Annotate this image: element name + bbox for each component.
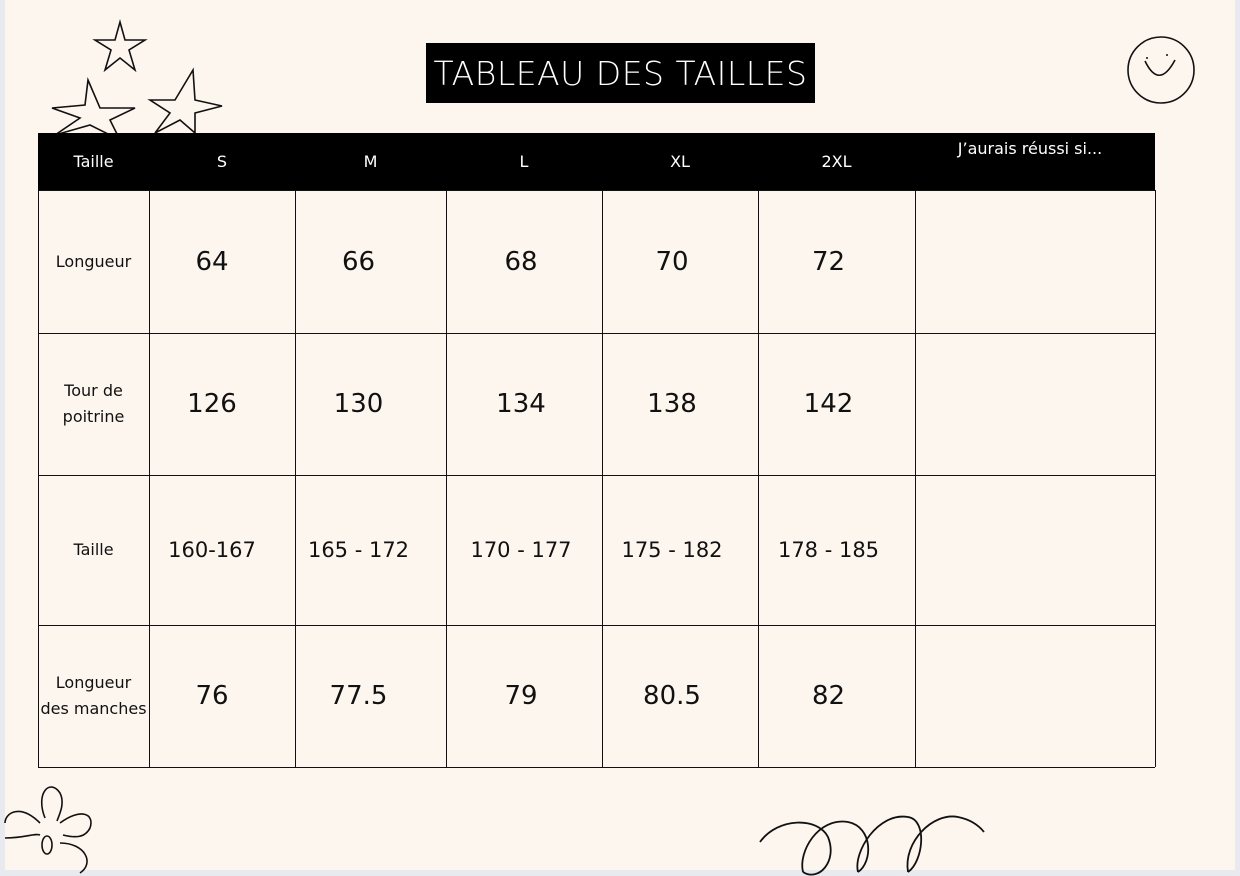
table-cell: 76 xyxy=(195,681,229,711)
table-cell: 142 xyxy=(803,389,854,419)
table-cell: 66 xyxy=(341,246,376,277)
table-cell: 178 - 185 xyxy=(777,538,880,562)
table-cell: 68 xyxy=(504,246,538,277)
table-cell: 70 xyxy=(655,246,689,277)
header-l: L xyxy=(519,151,529,171)
table-cell: 82 xyxy=(811,681,846,711)
row-label: Taille xyxy=(73,540,114,559)
header-notes: J’aurais réussi si... xyxy=(957,139,1103,158)
table-cell: 77.5 xyxy=(329,681,388,711)
table-column-line xyxy=(758,190,759,767)
table-row-line xyxy=(38,767,1155,768)
page-title: TABLEAU DES TAILLES xyxy=(426,43,815,103)
table-cell: 72 xyxy=(811,246,846,277)
table-column-line xyxy=(38,190,39,767)
table-column-line xyxy=(295,190,296,767)
table-column-line xyxy=(149,190,150,767)
table-cell: 138 xyxy=(647,389,697,419)
table-cell: 175 - 182 xyxy=(621,538,723,562)
table-cell: 165 - 172 xyxy=(307,538,410,562)
table-column-line xyxy=(915,190,916,767)
table-column-line xyxy=(1155,190,1156,767)
table-row-line xyxy=(38,475,1155,476)
table-cell: 170 - 177 xyxy=(470,538,572,562)
table-cell: 64 xyxy=(195,246,229,277)
table-cell: 126 xyxy=(187,389,237,419)
table-cell: 130 xyxy=(333,389,384,419)
stars-icon xyxy=(51,19,223,142)
table-header-row xyxy=(38,133,1155,190)
row-label: Longueur xyxy=(55,251,132,271)
loops-icon xyxy=(759,815,985,876)
table-cell xyxy=(907,333,1147,475)
flower-icon xyxy=(4,786,92,874)
table-column-line xyxy=(446,190,447,767)
table-row-line xyxy=(38,625,1155,626)
smiley-icon xyxy=(1127,36,1195,104)
table-row-line xyxy=(38,190,1155,191)
header-xl: XL xyxy=(670,151,690,171)
table-cell: 80.5 xyxy=(643,681,701,711)
table-cell xyxy=(907,475,1147,625)
header-2xl: 2XL xyxy=(821,151,852,171)
table-column-line xyxy=(602,190,603,767)
header-taille: Taille xyxy=(73,151,114,171)
row-label: Longueur des manches xyxy=(40,673,147,718)
table-cell xyxy=(907,190,1147,333)
header-s: S xyxy=(216,151,228,171)
table-cell xyxy=(907,625,1147,767)
header-m: M xyxy=(363,151,378,171)
table-cell: 160-167 xyxy=(168,538,256,562)
table-cell: 79 xyxy=(504,681,538,711)
row-label: Tour de poitrine xyxy=(62,381,125,426)
table-cell: 134 xyxy=(496,389,546,419)
table-row-line xyxy=(38,333,1155,334)
